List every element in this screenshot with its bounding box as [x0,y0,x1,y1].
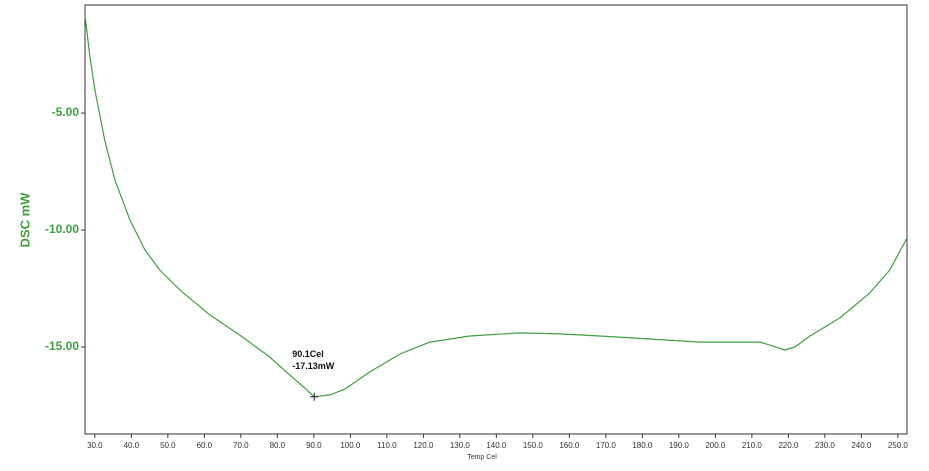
annotation-text: 90.1Cel [292,349,324,359]
x-axis-label: Temp Cel [467,454,497,461]
x-tick-label: 190.0 [669,441,690,450]
x-tick-label: 160.0 [559,441,580,450]
x-tick-label: 40.0 [124,441,140,450]
x-tick-label: 170.0 [596,441,617,450]
y-tick-label: -10.00 [45,222,79,236]
x-tick-label: 200.0 [705,441,726,450]
x-tick-label: 140.0 [486,441,507,450]
x-tick-label: 70.0 [233,441,249,450]
x-tick-label: 110.0 [377,441,397,450]
y-tick-label: -5.00 [52,105,80,119]
x-tick-label: 220.0 [778,441,799,450]
x-tick-label: 90.0 [306,441,322,450]
x-tick-label: 130.0 [450,441,471,450]
x-tick-label: 30.0 [87,441,103,450]
x-tick-label: 50.0 [160,441,176,450]
x-tick-label: 120.0 [413,441,434,450]
x-tick-label: 230.0 [815,441,836,450]
y-tick-label: -15.00 [45,339,79,353]
annotation-marker [310,392,319,401]
x-tick-label: 150.0 [523,441,544,450]
data-line [84,15,908,398]
x-tick-label: 100.0 [340,441,361,450]
plot-frame [84,4,908,435]
x-tick-label: 240.0 [851,441,872,450]
x-tick-label: 180.0 [632,441,653,450]
y-axis-label: DSC mW [17,192,32,248]
x-tick-label: 80.0 [270,441,286,450]
x-tick-label: 250.0 [888,441,909,450]
x-tick-label: 210.0 [742,441,763,450]
x-tick-label: 60.0 [197,441,213,450]
annotation-text: -17.13mW [292,361,335,371]
